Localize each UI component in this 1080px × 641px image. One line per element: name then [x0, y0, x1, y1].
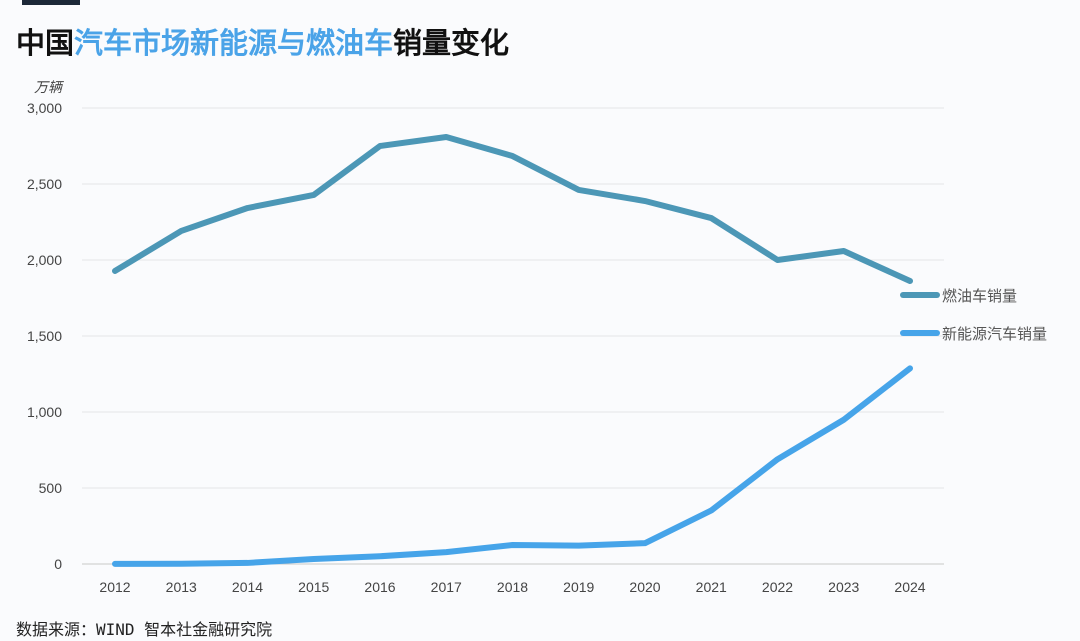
x-tick-label: 2021	[696, 579, 727, 595]
y-tick-label: 1,000	[27, 404, 62, 420]
x-tick-label: 2015	[298, 579, 329, 595]
legend-label: 新能源汽车销量	[942, 325, 1047, 343]
title-part-1: 中国	[16, 26, 75, 60]
source-note: 数据来源：WIND 智本社金融研究院	[16, 620, 273, 639]
x-tick-label: 2013	[166, 579, 197, 595]
title-highlight: 汽车市场新能源与燃油车	[74, 26, 394, 60]
legend-label: 燃油车销量	[942, 287, 1017, 305]
y-tick-label: 500	[39, 480, 63, 496]
series-line-nev	[112, 365, 913, 567]
x-tick-label: 2017	[431, 579, 462, 595]
y-tick-label: 3,000	[27, 100, 62, 116]
x-tick-label: 2012	[99, 579, 130, 595]
chart-title: 中国汽车市场新能源与燃油车销量变化	[16, 20, 509, 62]
y-tick-label: 2,000	[27, 252, 62, 268]
title-part-3: 销量变化	[393, 26, 510, 60]
x-tick-label: 2019	[563, 579, 594, 595]
y-axis-unit: 万辆	[34, 79, 65, 95]
y-tick-label: 1,500	[27, 328, 62, 344]
y-tick-label: 0	[54, 556, 62, 572]
x-tick-label: 2014	[232, 579, 263, 595]
x-tick-label: 2023	[828, 579, 859, 595]
x-tick-label: 2018	[497, 579, 528, 595]
x-tick-label: 2020	[629, 579, 660, 595]
series-line-fuel	[112, 134, 913, 284]
x-tick-label: 2024	[894, 579, 925, 595]
x-tick-label: 2016	[364, 579, 395, 595]
top-accent-bar	[22, 0, 80, 5]
x-tick-label: 2022	[762, 579, 793, 595]
y-tick-label: 2,500	[27, 176, 62, 192]
